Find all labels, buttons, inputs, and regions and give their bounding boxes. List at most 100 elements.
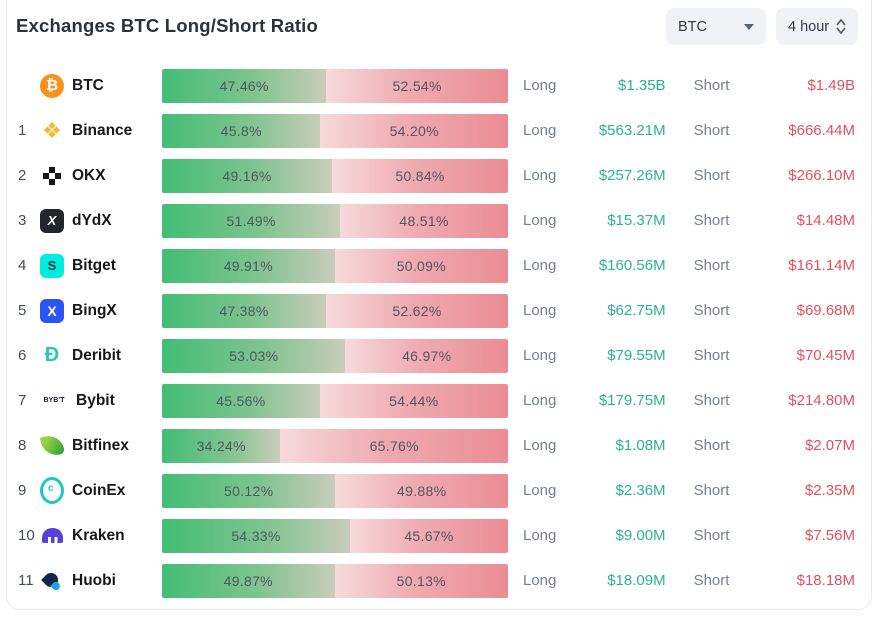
exchange-link[interactable]: Kraken <box>40 524 162 548</box>
short-percent-label: 50.13% <box>396 572 446 589</box>
long-percent-label: 50.12% <box>224 482 274 499</box>
short-value: $70.45M <box>796 347 855 364</box>
short-percent-label: 45.67% <box>404 527 454 544</box>
exchange-link[interactable]: Bybit <box>40 389 162 413</box>
binance-icon <box>40 119 64 143</box>
rank-label: 5 <box>18 302 27 319</box>
long-label: Long <box>523 302 557 319</box>
exchange-link[interactable]: CoinEx <box>40 479 162 503</box>
exchange-link[interactable]: BTC <box>40 73 162 98</box>
short-percent-label: 50.09% <box>396 257 446 274</box>
long-label: Long <box>523 212 557 229</box>
long-bar-segment: 54.33% <box>162 518 350 553</box>
bitget-icon <box>40 253 64 278</box>
long-value: $563.21M <box>598 122 666 139</box>
long-value: $179.75M <box>598 392 666 409</box>
short-percent-label: 52.62% <box>392 302 442 319</box>
long-bar-segment: 47.38% <box>162 293 326 328</box>
row-values: Long $9.00M Short $7.56M <box>508 527 855 544</box>
short-label: Short <box>693 347 730 364</box>
short-bar-segment: 50.13% <box>334 563 508 598</box>
exchange-link[interactable]: Bitget <box>40 253 162 278</box>
exchange-name: Huobi <box>72 571 116 589</box>
row-values: Long $257.26M Short $266.10M <box>508 167 855 184</box>
exchange-link[interactable]: dYdX <box>40 208 162 233</box>
table-row: 2 OKX 49.16% 50.84% Long $257.26M Short … <box>7 153 871 198</box>
exchange-link[interactable]: Deribit <box>40 344 162 368</box>
short-percent-label: 46.97% <box>402 347 452 364</box>
table-row: 6 Deribit 53.03% 46.97% Long $79.55M Sho… <box>7 333 871 378</box>
chevron-up-down-icon <box>836 19 846 34</box>
long-bar-segment: 49.87% <box>162 563 335 598</box>
caret-down-icon <box>744 23 754 30</box>
row-values: Long $1.08M Short $2.07M <box>508 437 855 454</box>
long-value: $79.55M <box>607 347 666 364</box>
short-bar-segment: 54.44% <box>319 383 508 418</box>
exchange-link[interactable]: OKX <box>40 164 162 188</box>
long-label: Long <box>523 257 557 274</box>
exchange-link[interactable]: Huobi <box>40 569 162 593</box>
short-label: Short <box>693 302 730 319</box>
rank-label: 8 <box>18 437 27 454</box>
short-value: $1.49B <box>807 77 855 94</box>
table-row: 11 Huobi 49.87% 50.13% Long $18.09M Shor… <box>7 558 871 603</box>
long-short-ratio-bar: 47.38% 52.62% <box>162 293 508 328</box>
bitfinex-icon <box>40 434 64 458</box>
row-values: Long $15.37M Short $14.48M <box>508 212 855 229</box>
row-values: Long $79.55M Short $70.45M <box>508 347 855 364</box>
short-bar-segment: 52.62% <box>325 293 508 328</box>
short-label: Short <box>693 572 730 589</box>
short-percent-label: 50.84% <box>395 167 445 184</box>
long-percent-label: 53.03% <box>229 347 279 364</box>
panel-header: Exchanges BTC Long/Short Ratio BTC 4 hou… <box>7 0 871 45</box>
long-percent-label: 49.91% <box>223 257 273 274</box>
short-value: $161.14M <box>788 257 855 274</box>
long-bar-segment: 47.46% <box>162 68 327 103</box>
rank-label: 9 <box>18 482 27 499</box>
long-short-ratio-bar: 49.87% 50.13% <box>162 563 508 598</box>
rank-label: 4 <box>18 257 27 274</box>
short-label: Short <box>693 167 730 184</box>
table-row: 7 Bybit 45.56% 54.44% Long $179.75M Shor… <box>7 378 871 423</box>
short-label: Short <box>693 527 730 544</box>
long-percent-label: 45.56% <box>216 392 266 409</box>
exchange-link[interactable]: Binance <box>40 119 162 143</box>
short-percent-label: 65.76% <box>369 437 419 454</box>
long-percent-label: 49.16% <box>222 167 272 184</box>
exchange-name: CoinEx <box>72 481 126 499</box>
interval-select[interactable]: 4 hour <box>776 8 858 45</box>
long-value: $18.09M <box>607 572 666 589</box>
exchange-name: Deribit <box>72 346 122 364</box>
short-label: Short <box>693 392 730 409</box>
short-value: $18.18M <box>796 572 855 589</box>
long-short-ratio-bar: 54.33% 45.67% <box>162 518 508 553</box>
exchange-link[interactable]: Bitfinex <box>40 434 162 458</box>
exchange-name: Kraken <box>72 526 125 544</box>
table-row: 9 CoinEx 50.12% 49.88% Long $2.36M Short… <box>7 468 871 513</box>
short-percent-label: 54.44% <box>389 392 439 409</box>
row-values: Long $2.36M Short $2.35M <box>508 482 855 499</box>
long-percent-label: 51.49% <box>226 212 276 229</box>
deribit-icon <box>40 344 64 368</box>
long-bar-segment: 45.56% <box>162 383 320 418</box>
row-values: Long $563.21M Short $666.44M <box>508 122 855 139</box>
short-label: Short <box>693 437 730 454</box>
exchange-link[interactable]: BingX <box>40 298 162 323</box>
coin-select[interactable]: BTC <box>666 8 766 45</box>
short-label: Short <box>693 77 730 94</box>
short-value: $7.56M <box>804 527 855 544</box>
long-value: $160.56M <box>598 257 666 274</box>
long-value: $257.26M <box>598 167 666 184</box>
exchange-name: Binance <box>72 121 133 139</box>
long-short-ratio-bar: 45.8% 54.20% <box>162 113 508 148</box>
short-bar-segment: 52.54% <box>326 68 508 103</box>
page-title: Exchanges BTC Long/Short Ratio <box>16 15 319 36</box>
table-row: 10 Kraken 54.33% 45.67% Long $9.00M Shor… <box>7 513 871 558</box>
long-percent-label: 47.46% <box>219 77 269 94</box>
rank-label: 7 <box>18 392 27 409</box>
row-values: Long $179.75M Short $214.80M <box>508 392 855 409</box>
exchange-rows: BTC 47.46% 52.54% Long $1.35B Short $1.4… <box>7 63 871 603</box>
filter-controls: BTC 4 hour <box>666 8 858 45</box>
long-percent-label: 54.33% <box>231 527 281 544</box>
exchange-name: BTC <box>72 76 104 94</box>
